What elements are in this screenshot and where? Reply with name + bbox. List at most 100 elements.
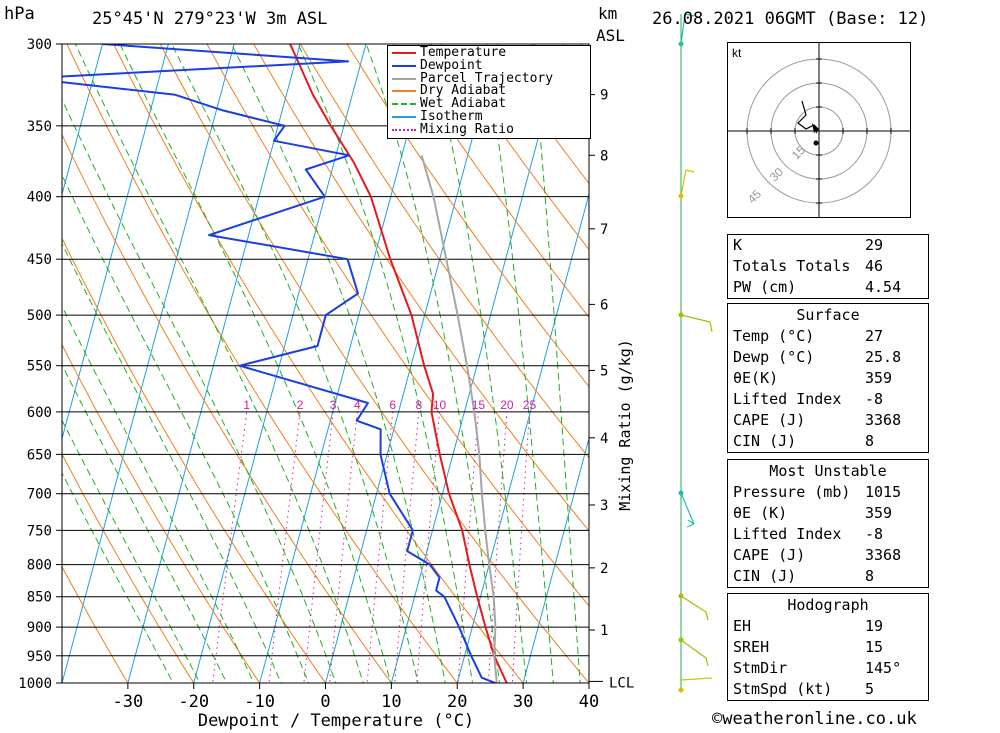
index-value: 25.8 bbox=[865, 348, 902, 366]
legend-label: Isotherm bbox=[420, 108, 483, 124]
pressure-tick-label: 500 bbox=[27, 308, 52, 324]
wind-barb bbox=[684, 13, 695, 17]
legend-item: Isotherm bbox=[388, 110, 590, 123]
dry-adiabat-line bbox=[62, 343, 261, 683]
km-tick-label: 2 bbox=[600, 561, 608, 577]
wet-adiabat-line bbox=[62, 242, 282, 683]
table-row: CIN (J) 8 bbox=[728, 566, 928, 587]
pressure-tick-label: 900 bbox=[27, 620, 52, 636]
km-tick-label: 8 bbox=[600, 148, 608, 164]
most-unstable-title: Most Unstable bbox=[769, 462, 887, 480]
wind-barb bbox=[680, 677, 713, 681]
dry-adiabat-line bbox=[439, 44, 589, 251]
table-row: θE(K) 359 bbox=[728, 368, 928, 389]
hodograph-panel: kt 15 30 45 bbox=[727, 42, 911, 218]
wet-adiabat-line bbox=[62, 173, 310, 683]
temperature-tick-label: 40 bbox=[579, 692, 599, 712]
mixing-ratio-line bbox=[303, 411, 334, 683]
mixing-ratio-label: 1 bbox=[243, 398, 250, 412]
km-tick-label: 9 bbox=[600, 88, 608, 104]
wet-adiabat-line bbox=[62, 419, 201, 683]
pressure-tick-label: 450 bbox=[27, 252, 52, 268]
legend-item: Parcel Trajectory bbox=[388, 72, 590, 85]
index-value: 4.54 bbox=[865, 278, 902, 296]
temperature-tick-label: -30 bbox=[113, 692, 144, 712]
wind-barb bbox=[709, 321, 713, 333]
table-row: Pressure (mb) 1015 bbox=[728, 482, 928, 503]
wet-adiabat-line bbox=[62, 363, 228, 683]
wet-adiabat-line bbox=[365, 44, 501, 683]
site-link[interactable]: weatheronline.co.uk bbox=[722, 709, 917, 729]
table-row: θE (K) 359 bbox=[728, 503, 928, 524]
index-label: θE (K) bbox=[733, 504, 788, 522]
wind-barb bbox=[680, 314, 711, 323]
index-label: PW (cm) bbox=[733, 278, 797, 296]
pressure-tick-label: 550 bbox=[27, 359, 52, 375]
asl-axis-title: ASL bbox=[596, 26, 625, 45]
date-title: 26.08.2021 06GMT (Base: 12) bbox=[652, 9, 929, 29]
dry-adiabat-line bbox=[393, 44, 589, 319]
indices-top-table: K 29 Totals Totals 46 PW (cm) 4.54 bbox=[727, 234, 929, 299]
temperature-tick-label: 10 bbox=[381, 692, 401, 712]
mixing-ratio-label: 3 bbox=[330, 398, 337, 412]
legend-item: Dewpoint bbox=[388, 59, 590, 72]
legend-label: Parcel Trajectory bbox=[420, 70, 554, 86]
index-value: -8 bbox=[865, 390, 884, 408]
mixing-ratio-line bbox=[268, 411, 301, 683]
isotherm-line bbox=[62, 44, 235, 683]
copyright-footer: ©weatheronline.co.uk bbox=[712, 709, 917, 729]
wind-barb bbox=[685, 169, 695, 173]
plot-area bbox=[62, 44, 589, 683]
km-tick-label: 5 bbox=[600, 364, 608, 380]
legend-swatch bbox=[392, 64, 416, 67]
index-value: 5 bbox=[865, 680, 875, 698]
dry-adiabat-line bbox=[346, 44, 589, 388]
wind-level-dot bbox=[678, 687, 684, 693]
mixing-ratio-line bbox=[487, 411, 508, 683]
dry-adiabat-line bbox=[62, 237, 327, 683]
index-label: CAPE (J) bbox=[733, 411, 806, 429]
mixing-ratio-label: 6 bbox=[389, 398, 396, 412]
dry-adiabat-line bbox=[253, 44, 589, 532]
legend-label: Mixing Ratio bbox=[420, 121, 514, 137]
wet-adiabat-line bbox=[171, 44, 419, 683]
legend-label: Wet Adiabat bbox=[420, 96, 507, 112]
hodograph-ring-30: 30 bbox=[767, 165, 787, 185]
mixing-ratio-axis-title: Mixing Ratio (g/kg) bbox=[616, 339, 634, 511]
wet-adiabat-line bbox=[484, 44, 554, 683]
km-tick-label: 6 bbox=[600, 297, 608, 313]
km-tick-label: 1 bbox=[600, 623, 608, 639]
km-tick-label: 3 bbox=[600, 498, 608, 514]
copyright-icon: © bbox=[712, 709, 723, 729]
temperature-tick-label: 0 bbox=[320, 692, 330, 712]
index-label: StmSpd (kt) bbox=[733, 680, 833, 698]
index-value: 29 bbox=[865, 236, 884, 254]
wind-barb bbox=[680, 492, 695, 525]
wet-adiabat-line bbox=[231, 44, 446, 683]
table-row: K 29 bbox=[728, 235, 928, 256]
temperature-tick-label: -10 bbox=[244, 692, 275, 712]
index-label: Pressure (mb) bbox=[733, 483, 851, 501]
km-tick-label: 7 bbox=[600, 222, 608, 238]
mixing-ratio-line bbox=[212, 411, 248, 683]
km-axis-title: km bbox=[598, 4, 618, 23]
mixing-ratio-line bbox=[511, 411, 530, 683]
index-value: 145° bbox=[865, 659, 902, 677]
index-label: Totals Totals bbox=[733, 257, 851, 275]
hodograph-plot: kt 15 30 45 bbox=[728, 43, 910, 217]
wind-barb bbox=[680, 169, 687, 197]
mixing-ratio-label: 4 bbox=[354, 398, 361, 412]
legend-swatch bbox=[392, 115, 416, 118]
pressure-tick-label: 950 bbox=[27, 649, 52, 665]
index-label: CAPE (J) bbox=[733, 546, 806, 564]
pressure-tick-label: 650 bbox=[27, 447, 52, 463]
lcl-label: LCL bbox=[609, 675, 634, 691]
index-value: 8 bbox=[865, 567, 875, 585]
pressure-tick-label: 600 bbox=[27, 405, 52, 421]
legend-label: Dewpoint bbox=[420, 57, 483, 73]
mixing-ratio-line bbox=[416, 411, 441, 683]
temperature-line bbox=[289, 44, 508, 683]
index-label: θE(K) bbox=[733, 369, 779, 387]
mixing-ratio-line bbox=[457, 411, 479, 683]
dewpoint-line bbox=[62, 44, 496, 683]
